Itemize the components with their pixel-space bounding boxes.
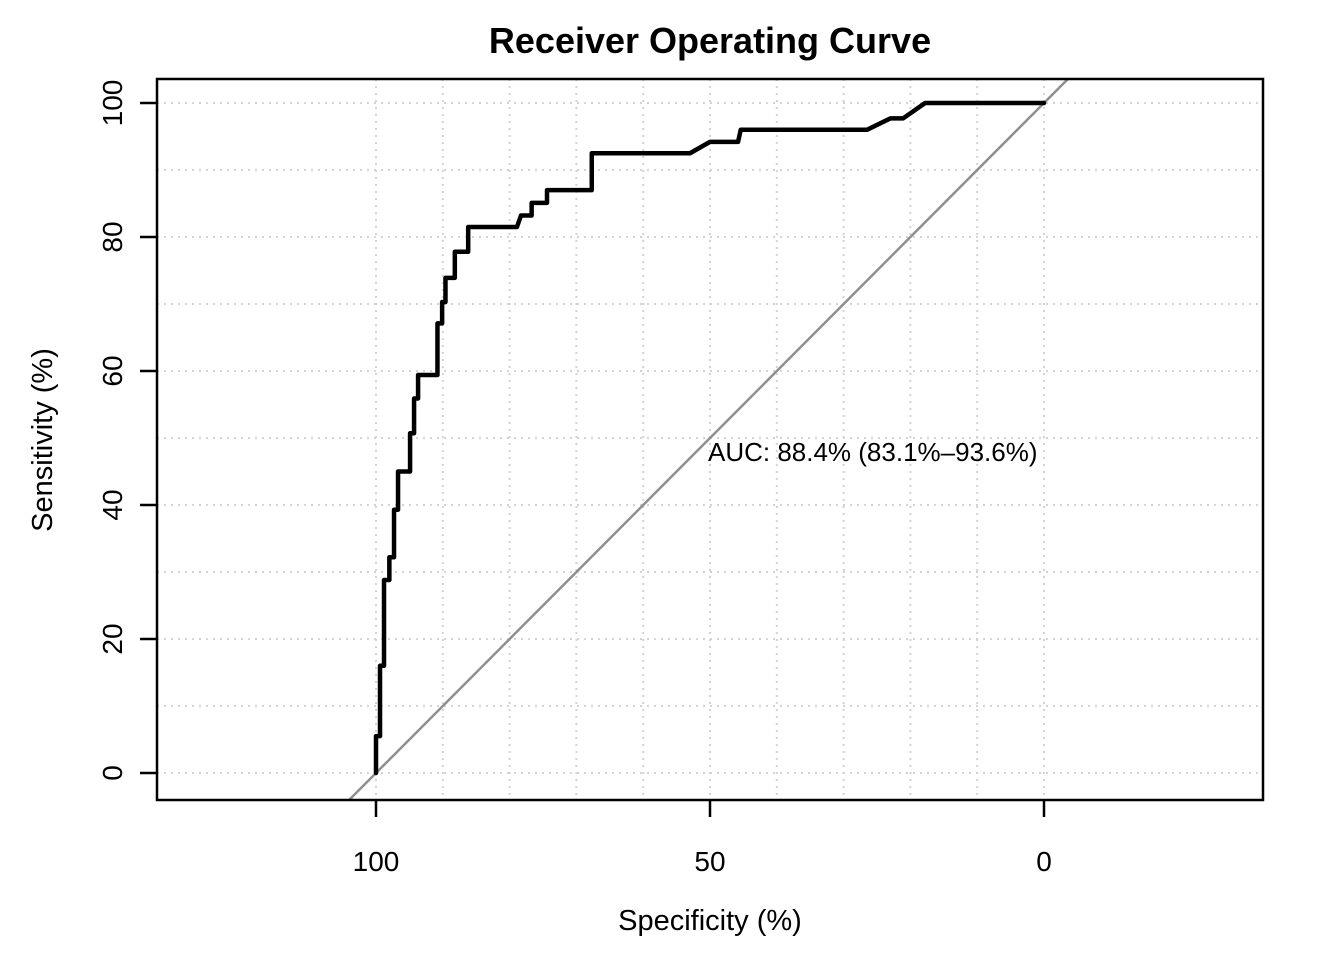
chart-title: Receiver Operating Curve <box>489 20 931 61</box>
auc-annotation: AUC: 88.4% (83.1%–93.6%) <box>708 437 1038 467</box>
y-tick-label: 40 <box>97 489 128 520</box>
roc-curve <box>373 100 1047 776</box>
y-axis: 0 20 40 60 80 100 <box>97 80 157 781</box>
y-tick-label: 20 <box>97 623 128 654</box>
x-axis-label: Specificity (%) <box>618 905 802 937</box>
y-axis-label: Sensitivity (%) <box>27 348 59 532</box>
chance-diagonal-line <box>348 78 1069 801</box>
x-tick-label: 0 <box>1036 846 1052 877</box>
y-tick-label: 0 <box>97 765 128 781</box>
y-tick-label: 100 <box>97 80 128 127</box>
x-axis: 100 50 0 <box>353 800 1052 877</box>
y-tick-label: 60 <box>97 355 128 386</box>
x-tick-label: 50 <box>694 846 725 877</box>
y-tick-label: 80 <box>97 221 128 252</box>
x-tick-label: 100 <box>353 846 400 877</box>
